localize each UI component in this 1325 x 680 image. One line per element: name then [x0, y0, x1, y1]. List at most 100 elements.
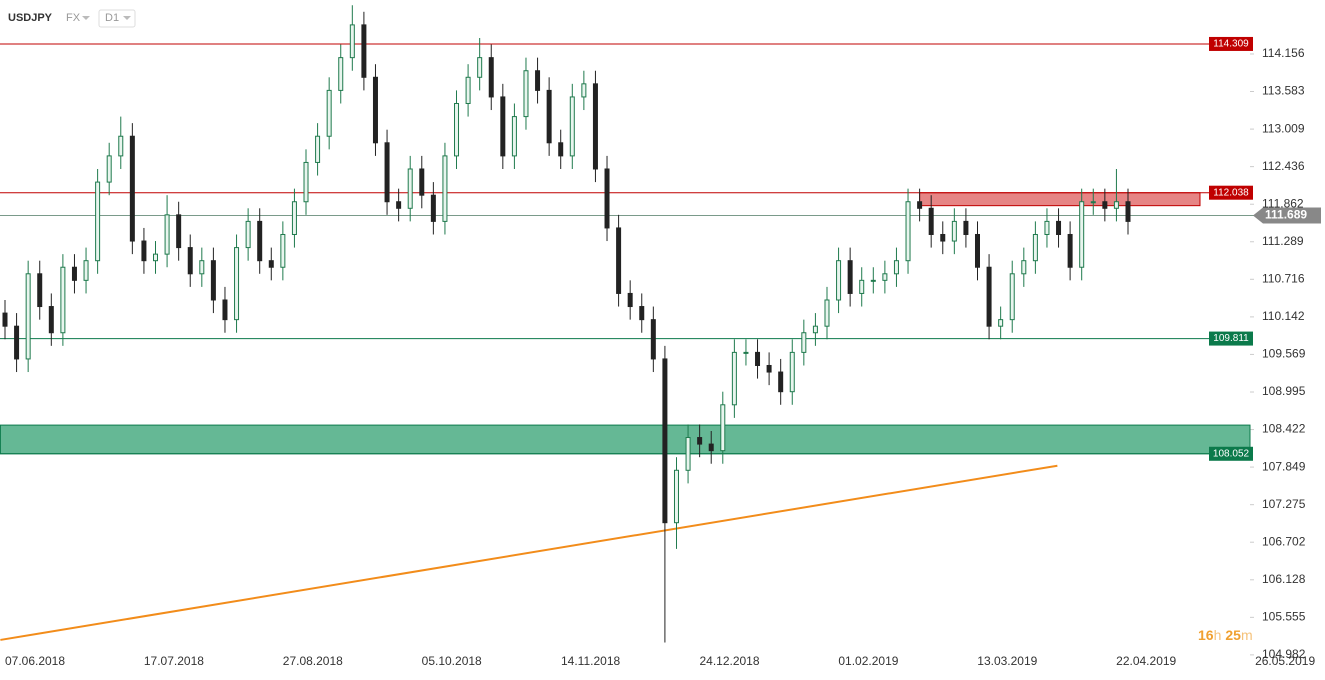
candle-body: [801, 332, 807, 353]
x-tick-label: 24.12.2018: [699, 654, 759, 668]
candle-body: [616, 227, 622, 294]
y-tick-label: 108.422: [1262, 422, 1306, 436]
candle-body: [291, 201, 297, 235]
y-tick-label: 114.156: [1262, 46, 1305, 60]
level-tag: [1209, 185, 1253, 200]
x-tick-label: 01.02.2019: [838, 654, 898, 668]
candle-body: [697, 437, 703, 445]
candle-body: [755, 351, 761, 366]
candle-body: [1032, 233, 1038, 262]
candle-body: [465, 76, 471, 104]
candle-body: [442, 155, 448, 222]
interval[interactable]: D1: [105, 12, 119, 24]
candle-body: [1079, 201, 1085, 268]
y-tick-label: 112.436: [1262, 159, 1305, 173]
candle-body: [234, 247, 240, 321]
candle-body: [153, 253, 159, 262]
candle-body: [106, 155, 112, 183]
y-tick-label: 113.583: [1262, 84, 1305, 98]
y-tick-label: 105.555: [1262, 610, 1306, 624]
candle-body: [83, 260, 89, 281]
interval-box[interactable]: [98, 9, 136, 28]
candle-body: [720, 404, 726, 452]
candle-body: [778, 371, 784, 393]
last-price-label: 111.689: [1265, 208, 1307, 222]
candle-body: [71, 266, 77, 281]
candle-body: [708, 443, 714, 452]
candle-body: [37, 273, 43, 308]
y-tick-label: 108.995: [1262, 384, 1306, 398]
candle-body: [974, 233, 980, 268]
candle-body: [662, 358, 668, 524]
candle-body: [60, 266, 66, 334]
zone: [919, 192, 1201, 207]
candle-body: [361, 24, 367, 78]
level-tag: [1209, 446, 1253, 461]
candle-body: [789, 351, 795, 393]
candle-body: [998, 319, 1004, 327]
candle-body: [627, 292, 633, 308]
candle-body: [187, 247, 193, 275]
candle-body: [546, 89, 552, 144]
candle-body: [199, 260, 205, 275]
candle-body: [257, 220, 263, 262]
candle-body: [581, 83, 587, 98]
y-tick-label: 104.982: [1262, 647, 1306, 661]
candle-body: [917, 201, 923, 209]
x-tick-label: 13.03.2019: [977, 654, 1037, 668]
candle-body: [1113, 201, 1119, 209]
candle-body: [222, 299, 228, 321]
level-tag: [1209, 36, 1253, 51]
candle-body: [210, 260, 216, 301]
candle-body: [141, 240, 147, 262]
candle-body: [349, 24, 355, 59]
candle-body: [303, 161, 309, 203]
candle-body: [95, 181, 101, 262]
y-tick-label: 113.009: [1262, 121, 1305, 135]
candle-body: [338, 57, 344, 91]
candle-body: [928, 207, 934, 235]
candle-body: [326, 89, 332, 137]
candle-body: [963, 220, 969, 235]
candle-body: [685, 437, 691, 471]
candle-body: [604, 168, 610, 229]
candle-body: [523, 70, 529, 118]
y-tick-label: 110.142: [1262, 309, 1305, 323]
x-tick-label: 14.11.2018: [561, 654, 620, 668]
y-tick-label: 107.275: [1262, 497, 1306, 511]
candle-body: [488, 57, 494, 98]
zone: [0, 424, 1251, 455]
symbol[interactable]: USDJPY: [8, 12, 53, 24]
candle-body: [1021, 260, 1027, 275]
candle-body: [280, 233, 286, 268]
level-label: 109.811: [1213, 333, 1249, 344]
timer-unit: m: [1241, 627, 1253, 643]
candle-body: [430, 194, 436, 222]
candle-body: [592, 83, 598, 170]
candle-body: [905, 201, 911, 262]
candle-body: [882, 273, 888, 281]
candle-body: [847, 260, 853, 294]
level-label: 108.052: [1213, 448, 1250, 459]
candle-body: [569, 96, 575, 157]
candle-body: [1090, 201, 1096, 204]
candle-body: [766, 364, 772, 373]
candle-body: [407, 168, 413, 209]
last-price-tag: [1253, 207, 1321, 224]
x-tick-label: 27.08.2018: [283, 654, 343, 668]
dropdown-icon: [82, 16, 90, 20]
candle-body: [419, 168, 425, 196]
market[interactable]: FX: [66, 12, 81, 24]
candle-body: [454, 102, 460, 157]
timer-hours: 16: [1198, 627, 1214, 643]
candle-body: [118, 135, 124, 157]
trendline: [0, 464, 1058, 641]
plot: 114.156 113.583 113.009 112.436 111.862 111.2…: [0, 5, 1321, 668]
x-tick-label: 05.10.2018: [422, 654, 482, 668]
x-tick-label: 22.04.2019: [1116, 654, 1176, 668]
timer-unit: h: [1214, 627, 1222, 643]
candle-body: [500, 96, 506, 157]
candle-body: [164, 214, 170, 255]
candle-body: [1067, 233, 1073, 268]
